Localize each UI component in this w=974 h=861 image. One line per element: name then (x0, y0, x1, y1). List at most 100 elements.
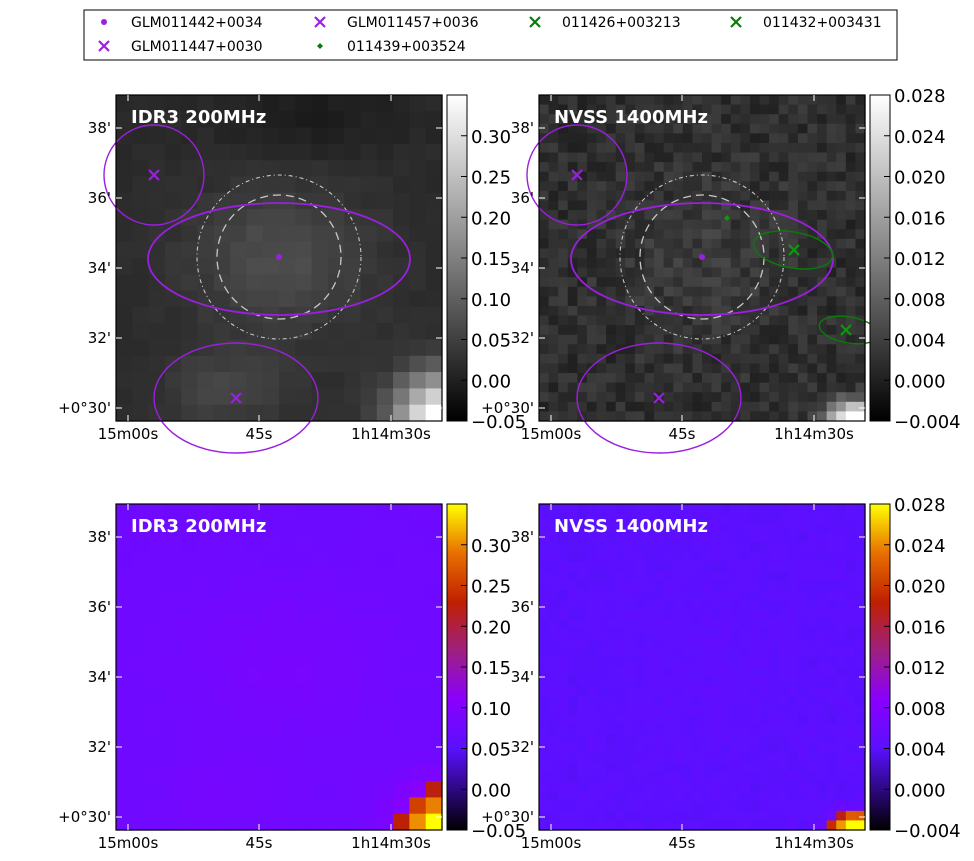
heatmap-cell (596, 162, 607, 173)
heatmap-cell (213, 601, 231, 619)
heatmap-cell (148, 634, 166, 652)
heatmap-cell (644, 286, 655, 297)
heatmap-cell (759, 705, 770, 716)
heatmap-cell (788, 590, 799, 601)
heatmap-cell (654, 286, 665, 297)
colorbar: 0.0280.0240.0200.0160.0120.0080.0040.000… (869, 495, 961, 842)
heatmap-cell (673, 695, 684, 706)
heatmap-cell (539, 162, 550, 173)
heatmap-cell (817, 152, 828, 163)
heatmap-cell (673, 133, 684, 144)
heatmap-cell (817, 714, 828, 726)
heatmap-cell (596, 772, 607, 783)
heatmap-cell (567, 162, 578, 173)
heatmap-cell (807, 619, 818, 630)
heatmap-cell (836, 551, 847, 563)
heatmap-cell (836, 762, 847, 774)
heatmap-cell (615, 334, 626, 345)
heatmap-cell (788, 353, 799, 365)
heatmap-cell (749, 513, 761, 524)
heatmap-cell (711, 315, 722, 326)
heatmap-cell (644, 238, 655, 250)
heatmap-cell (702, 152, 713, 163)
heatmap-cell (625, 686, 636, 697)
heatmap-cell (702, 142, 713, 154)
heatmap-cell (295, 650, 313, 668)
heatmap-cell (558, 542, 569, 553)
heatmap-cell (327, 404, 345, 422)
heatmap-cell (807, 667, 818, 678)
heatmap-cell (615, 753, 626, 764)
heatmap-cell (246, 209, 264, 226)
heatmap-cell (749, 695, 761, 706)
heatmap-cell (836, 286, 847, 297)
heatmap-cell (615, 401, 626, 413)
heatmap-cell (769, 542, 780, 553)
heatmap-cell (596, 532, 607, 543)
heatmap-cell (132, 813, 150, 831)
heatmap-cell (558, 334, 569, 345)
heatmap-cell (634, 219, 646, 230)
heatmap-cell (845, 200, 857, 211)
heatmap-cell (197, 306, 215, 324)
heatmap-cell (749, 95, 761, 106)
heatmap-cell (181, 552, 199, 570)
heatmap-cell (644, 705, 655, 716)
heatmap-cell (711, 363, 722, 374)
heatmap-cell (740, 411, 751, 422)
heatmap-cell (740, 590, 751, 601)
heatmap-cell (778, 181, 789, 192)
heatmap-cell (615, 647, 626, 659)
heatmap-cell (295, 143, 313, 161)
heatmap-cell (778, 315, 789, 326)
heatmap-cell (749, 551, 761, 563)
heatmap-cell (730, 609, 741, 620)
heatmap-cell (721, 551, 732, 563)
heatmap-cell (749, 753, 761, 764)
heatmap-cell (586, 229, 598, 240)
heatmap-cell (213, 388, 231, 406)
heatmap-cell (663, 296, 674, 307)
heatmap-cell (759, 181, 770, 192)
heatmap-cell (197, 732, 215, 750)
heatmap-cell (393, 569, 410, 587)
heatmap-cell (855, 571, 866, 582)
heatmap-cell (740, 171, 751, 182)
heatmap-cell (409, 764, 427, 782)
heatmap-cell (663, 513, 674, 524)
heatmap-cell (654, 695, 665, 706)
heatmap-cell (730, 181, 741, 192)
heatmap-cell (817, 647, 828, 659)
heatmap-cell (673, 114, 684, 125)
heatmap-cell (116, 143, 133, 161)
heatmap-cell (148, 258, 166, 275)
heatmap-cell (148, 339, 166, 357)
heatmap-cell (279, 127, 296, 145)
heatmap-cell (663, 344, 674, 355)
heatmap-cell (817, 820, 828, 831)
heatmap-cell (596, 104, 607, 115)
heatmap-cell (295, 536, 313, 554)
heatmap-cell (577, 561, 588, 572)
heatmap-cell (311, 634, 329, 652)
heatmap-cell (788, 238, 799, 250)
heatmap-cell (778, 171, 789, 182)
heatmap-cell (826, 190, 837, 202)
heatmap-cell (836, 267, 847, 278)
heatmap-cell (817, 628, 828, 639)
heatmap-cell (826, 334, 837, 345)
heatmap-cell (807, 200, 818, 211)
heatmap-cell (654, 714, 665, 726)
heatmap-cell (625, 210, 636, 221)
heatmap-cell (807, 791, 818, 802)
heatmap-cell (817, 810, 828, 822)
heatmap-cell (539, 258, 550, 269)
heatmap-cell (702, 762, 713, 774)
heatmap-cell (663, 523, 674, 534)
heatmap-cell (797, 392, 809, 403)
heatmap-cell (730, 286, 741, 297)
heatmap-cell (740, 657, 751, 668)
heatmap-cell (295, 404, 313, 422)
heatmap-cell (625, 344, 636, 355)
